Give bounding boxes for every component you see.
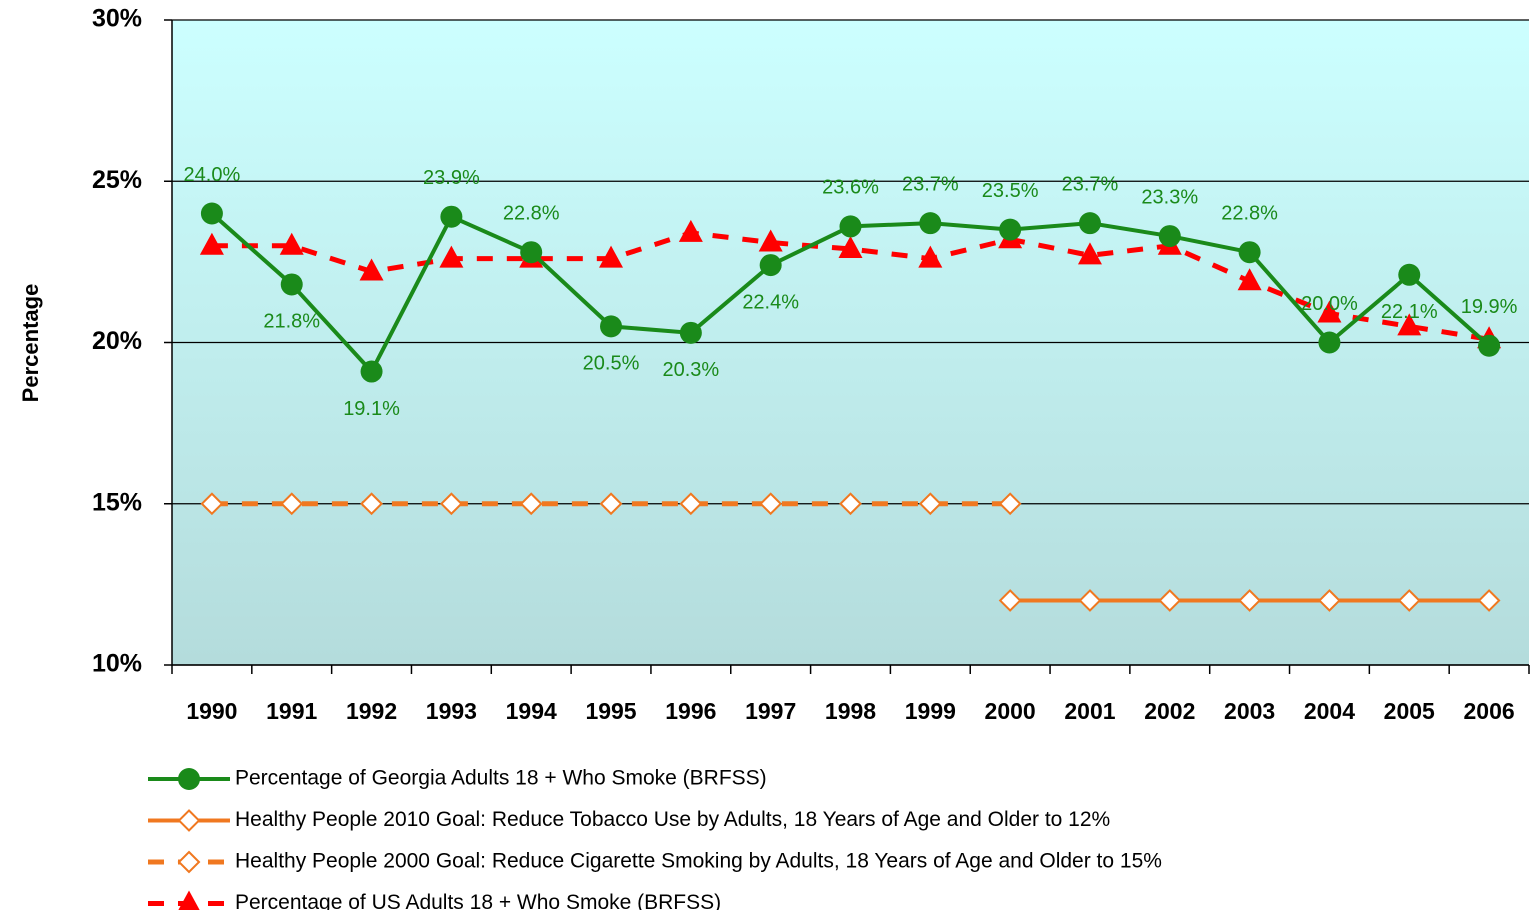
y-tick-label: 25%: [92, 166, 142, 194]
data-label: 22.1%: [1381, 301, 1438, 323]
point: [1237, 268, 1262, 291]
data-label: 19.9%: [1461, 296, 1518, 318]
series-line: [211, 230, 1490, 342]
x-tick-label: 2006: [1464, 698, 1515, 724]
legend-marker: [178, 768, 200, 790]
data-label: 22.8%: [503, 202, 560, 224]
data-label: 22.8%: [1221, 202, 1278, 224]
point: [918, 492, 942, 516]
point: [679, 321, 702, 344]
point: [1478, 334, 1501, 357]
point: [679, 492, 703, 516]
point: [759, 254, 782, 277]
x-tick-label: 2000: [985, 698, 1036, 724]
point: [1318, 331, 1341, 354]
y-tick-label: 10%: [92, 650, 142, 678]
point: [279, 232, 304, 255]
data-label: 23.3%: [1141, 186, 1198, 208]
point: [200, 492, 224, 516]
point: [600, 315, 623, 338]
data-label: 20.3%: [662, 359, 719, 381]
point: [199, 232, 224, 255]
x-tick-label: 2002: [1144, 698, 1195, 724]
point: [360, 492, 383, 516]
x-tick-label: 1994: [506, 698, 557, 724]
point: [1318, 589, 1341, 612]
point: [678, 219, 703, 242]
x-tick-label: 1998: [825, 698, 876, 724]
data-label: 23.5%: [982, 180, 1039, 202]
x-tick-label: 1997: [745, 698, 796, 724]
point: [839, 215, 862, 238]
point: [1078, 212, 1101, 235]
point: [440, 205, 463, 228]
y-tick-label: 30%: [92, 5, 142, 33]
point: [1397, 313, 1422, 336]
point: [280, 492, 304, 516]
x-tick-label: 1999: [905, 698, 956, 724]
data-label: 23.6%: [822, 177, 879, 199]
y-tick-label: 20%: [92, 327, 142, 355]
point: [1398, 263, 1421, 286]
data-label: 19.1%: [343, 398, 400, 420]
point: [1317, 300, 1342, 323]
data-label: 24.0%: [184, 164, 241, 186]
data-label: 21.8%: [263, 311, 320, 333]
x-tick-label: 1996: [665, 698, 716, 724]
legend-label: Healthy People 2000 Goal: Reduce Cigaret…: [235, 850, 1162, 873]
point: [359, 258, 384, 281]
point: [999, 218, 1022, 241]
point: [998, 492, 1022, 516]
point: [1238, 589, 1262, 612]
point: [918, 245, 943, 268]
point: [1158, 225, 1181, 248]
data-label: 20.0%: [1301, 293, 1358, 315]
point: [998, 589, 1022, 612]
x-tick-label: 1991: [266, 698, 317, 724]
point: [1397, 589, 1421, 612]
point: [1078, 589, 1102, 612]
point: [758, 229, 783, 252]
y-axis-title: Percentage: [18, 284, 43, 403]
data-label: 22.4%: [742, 291, 799, 313]
point: [1158, 589, 1182, 612]
point: [360, 360, 383, 383]
data-label: 23.9%: [423, 167, 480, 189]
point: [599, 245, 624, 268]
point: [1077, 242, 1102, 265]
x-tick-label: 2003: [1224, 698, 1275, 724]
point: [599, 492, 623, 516]
point: [200, 202, 223, 225]
x-tick-label: 2004: [1304, 698, 1355, 724]
point: [439, 245, 464, 268]
x-tick-label: 2005: [1384, 698, 1435, 724]
point: [1477, 589, 1501, 612]
y-tick-label: 15%: [92, 488, 142, 516]
legend-label: Healthy People 2010 Goal: Reduce Tobacco…: [235, 808, 1110, 831]
data-label: 20.5%: [583, 353, 640, 375]
point: [439, 492, 463, 516]
legend-marker: [177, 850, 201, 874]
data-label: 23.7%: [902, 173, 959, 195]
x-tick-label: 1992: [346, 698, 397, 724]
legend-label: Percentage of US Adults 18 + Who Smoke (…: [235, 891, 721, 910]
x-tick-label: 1995: [585, 698, 636, 724]
point: [519, 492, 543, 516]
point: [839, 492, 862, 516]
legend-marker: [178, 890, 200, 910]
x-tick-label: 2001: [1064, 698, 1115, 724]
point: [759, 492, 783, 516]
point: [919, 212, 942, 235]
point: [280, 273, 303, 296]
legend-label: Percentage of Georgia Adults 18 + Who Sm…: [235, 767, 767, 790]
legend-marker: [177, 809, 201, 832]
point: [838, 235, 863, 258]
x-tick-label: 1993: [426, 698, 477, 724]
point: [520, 241, 543, 264]
point: [1238, 241, 1261, 264]
x-tick-label: 1990: [186, 698, 237, 724]
data-label: 23.7%: [1062, 173, 1119, 195]
